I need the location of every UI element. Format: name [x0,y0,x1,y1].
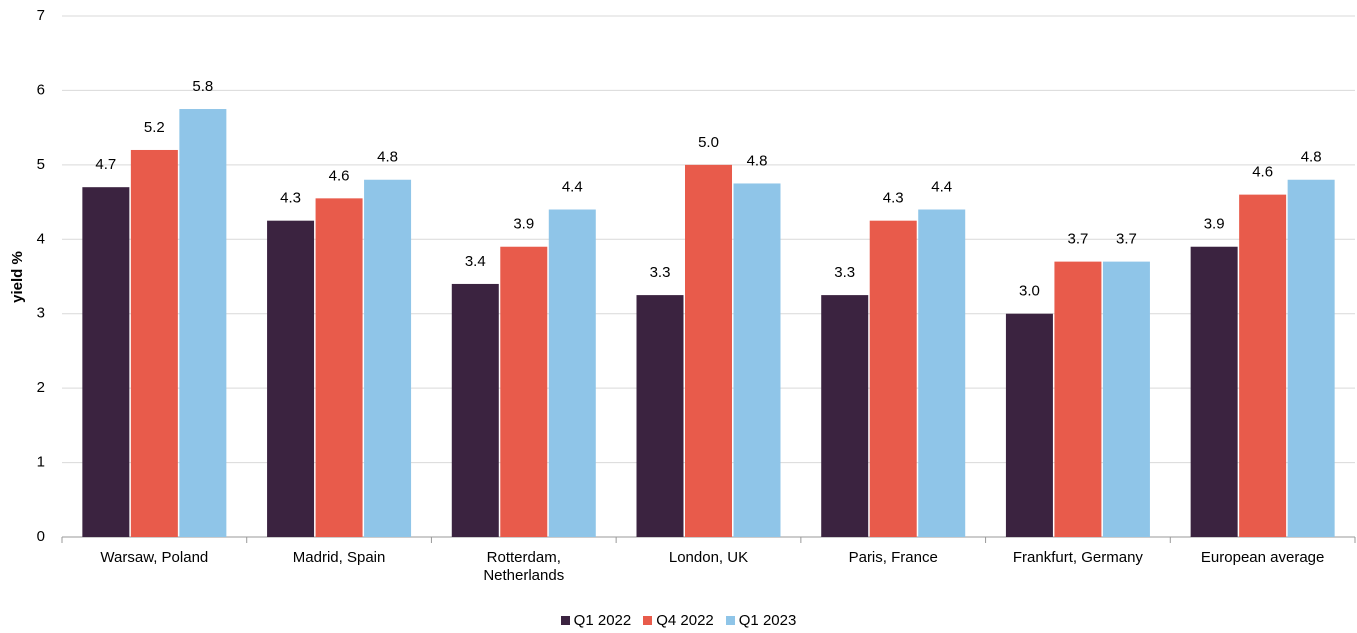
data-label: 3.0 [1019,283,1040,300]
bar [1005,313,1053,537]
x-tick-label: Rotterdam, Netherlands [483,549,565,584]
bar [1054,261,1102,537]
data-label: 3.7 [1116,231,1137,248]
y-axis-title: yield % [9,251,26,303]
data-label: 4.8 [377,149,398,166]
bar [918,209,966,537]
bar [267,220,315,537]
bar [1287,179,1335,537]
data-label: 4.4 [931,178,952,195]
data-label: 5.2 [144,119,165,136]
legend: Q1 2022 Q4 2022 Q1 2023 [0,612,1357,629]
y-tick-label: 6 [37,81,45,98]
bar [179,109,227,538]
data-label: 4.6 [1252,164,1273,181]
bar [451,283,499,537]
legend-item: Q1 2023 [725,612,797,629]
y-tick-label: 2 [37,379,45,396]
legend-label: Q1 2023 [738,612,797,629]
bar [1239,194,1287,537]
y-tick-label: 4 [37,230,45,247]
y-tick-label: 1 [37,454,45,471]
y-tick-label: 0 [37,528,45,545]
bar [315,198,363,537]
data-label: 4.6 [329,167,350,184]
bar [1102,261,1150,537]
bar [821,295,869,537]
legend-item: Q1 2022 [560,612,632,629]
data-label: 4.4 [562,178,583,195]
legend-swatch [560,616,570,625]
legend-swatch [643,616,653,625]
data-label: 3.9 [513,216,534,233]
y-tick-label: 7 [37,7,45,24]
data-label: 4.3 [883,190,904,207]
bar [82,187,130,537]
data-label: 3.9 [1204,216,1225,233]
x-tick-label: Frankfurt, Germany [1012,549,1143,566]
bar [685,164,732,537]
legend-label: Q1 2022 [573,612,632,629]
data-label: 5.0 [698,134,719,151]
data-label: 5.8 [192,78,213,95]
bar [130,149,178,537]
legend-item: Q4 2022 [643,612,714,629]
x-tick-label: European average [1200,549,1325,566]
bar [869,220,917,537]
data-label: 4.7 [95,156,116,173]
legend-label: Q4 2022 [656,612,714,629]
bar [364,179,412,537]
x-tick-label: Madrid, Spain [292,549,386,566]
data-label: 4.8 [1301,149,1322,166]
x-tick-label: London, UK [668,549,749,566]
y-tick-label: 3 [37,305,45,322]
bar [636,295,684,537]
legend-swatch [725,616,735,625]
data-label: 4.3 [280,190,301,207]
data-label: 3.3 [650,264,671,281]
data-label: 4.8 [747,152,768,169]
bar [548,209,596,537]
data-label: 3.3 [834,264,855,281]
data-label: 3.7 [1067,231,1088,248]
bar [500,246,548,537]
y-tick-label: 5 [37,156,45,173]
x-tick-label: Warsaw, Poland [100,549,209,566]
bar [1190,246,1238,537]
bar [733,183,781,537]
data-label: 3.4 [465,253,486,270]
x-tick-label: Paris, France [848,549,938,566]
